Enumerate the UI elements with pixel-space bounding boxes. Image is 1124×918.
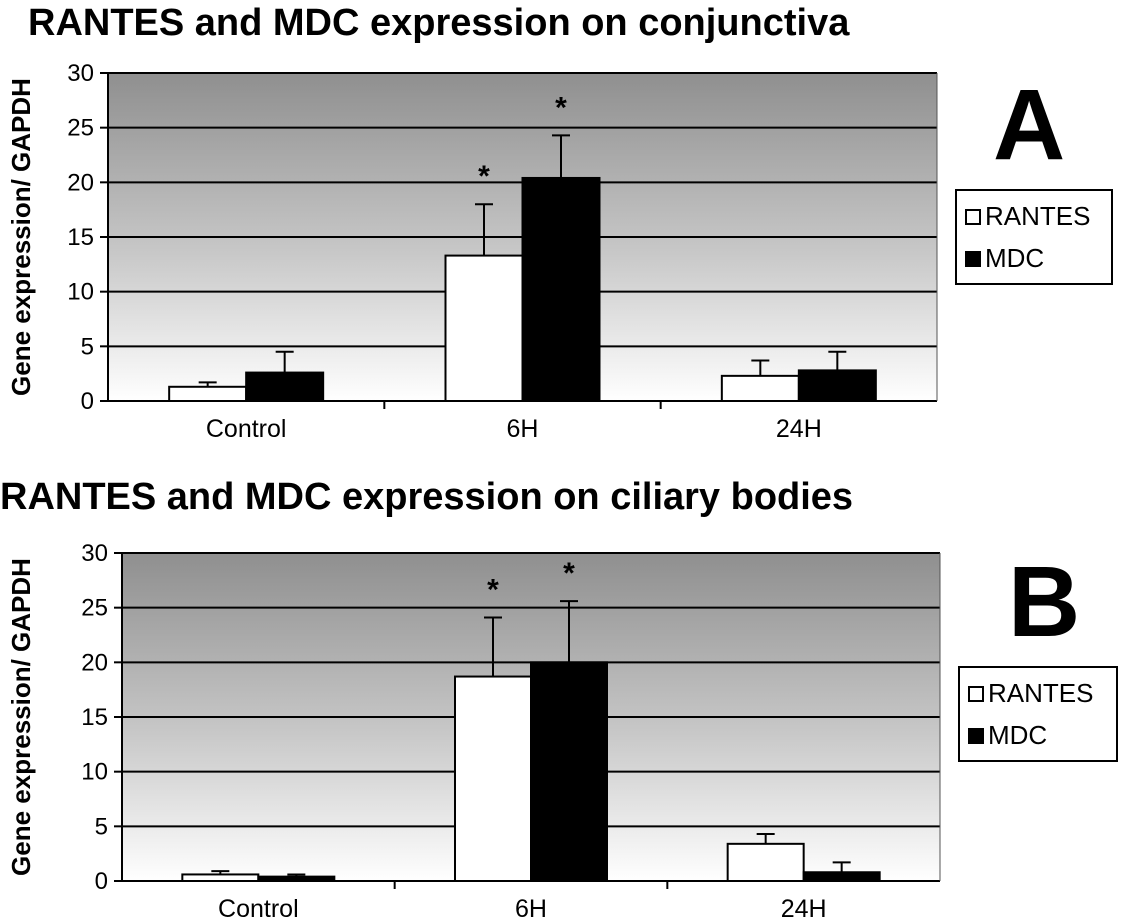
chart-title-a: RANTES and MDC expression on conjunctiva	[28, 2, 850, 44]
x-tick-label-b: 24H	[781, 895, 827, 918]
panel-label-a: A	[993, 69, 1066, 181]
y-tick-label-a: 5	[81, 333, 94, 360]
bar-rantes-24h-b	[726, 842, 805, 882]
significance-mark-b: *	[563, 557, 575, 590]
panel-a: RANTES and MDC expression on conjunctiva…	[6, 2, 1113, 443]
legend-item-rantes-b: RANTES	[968, 678, 1093, 709]
y-tick-label-b: 30	[81, 540, 108, 567]
legend-swatch-rantes-a	[965, 208, 981, 225]
y-tick-label-a: 15	[67, 224, 94, 251]
legend-item-rantes-a: RANTES	[965, 201, 1090, 232]
bar-mdc-24h-b	[802, 871, 881, 882]
y-tick-label-a: 30	[67, 60, 94, 87]
legend-label-mdc-a: MDC	[985, 243, 1045, 273]
y-tick-label-a: 20	[67, 169, 94, 196]
legend-a: RANTES MDC	[955, 189, 1113, 285]
legend-item-mdc-a: MDC	[965, 243, 1044, 274]
bar-rantes-control-b	[181, 873, 260, 883]
y-tick-label-a: 10	[67, 279, 94, 306]
panel-b: RANTES and MDC expression on ciliary bod…	[0, 470, 1124, 918]
significance-mark-a: *	[478, 160, 490, 193]
legend-swatch-mdc-b	[968, 727, 984, 744]
x-tick-label-a: 6H	[507, 415, 539, 443]
bar-mdc-6h-b	[530, 661, 608, 882]
panel-label-b: B	[1008, 546, 1081, 658]
y-axis-label-a: Gene expression/ GAPDH	[6, 78, 36, 396]
bar-rantes-6h-b	[454, 675, 532, 882]
chart-b: 0 5 10 15 20 25 30 Gene expression/ GAPDH Contro…	[6, 540, 941, 918]
bar-rantes-control-a	[168, 385, 248, 402]
chart-a: 0 5 10 15 20 25 30 Gene expression/ GAPDH Contro…	[6, 60, 938, 443]
y-tick-label-b: 10	[81, 759, 108, 786]
y-axis-label-b: Gene expression/ GAPDH	[6, 558, 36, 876]
x-tick-label-b: Control	[218, 895, 299, 918]
bar-mdc-6h-a	[521, 176, 601, 402]
bar-mdc-control-a	[245, 371, 325, 402]
x-tick-label-b: 6H	[515, 895, 547, 918]
legend-item-mdc-b: MDC	[968, 720, 1047, 751]
legend-label-rantes-b: RANTES	[988, 678, 1094, 708]
y-tick-label-a: 25	[67, 115, 94, 142]
bar-mdc-control-b	[257, 875, 336, 883]
legend-swatch-rantes-b	[968, 685, 984, 702]
y-tick-label-b: 5	[95, 813, 108, 840]
legend-label-rantes-a: RANTES	[985, 201, 1091, 231]
significance-mark-b: *	[487, 574, 499, 607]
y-tick-label-b: 15	[81, 704, 108, 731]
legend-swatch-mdc-a	[965, 250, 981, 267]
bar-rantes-24h-a	[720, 374, 800, 402]
bar-rantes-6h-a	[444, 254, 524, 402]
legend-label-mdc-b: MDC	[988, 720, 1048, 750]
significance-mark-a: *	[555, 91, 567, 124]
bar-mdc-24h-a	[797, 369, 877, 402]
y-tick-label-b: 0	[95, 868, 108, 895]
chart-title-b: RANTES and MDC expression on ciliary bod…	[0, 476, 854, 518]
x-tick-label-a: 24H	[776, 415, 822, 443]
legend-b: RANTES MDC	[958, 666, 1118, 762]
y-tick-label-b: 20	[81, 649, 108, 676]
x-tick-label-a: Control	[206, 415, 287, 443]
y-tick-label-a: 0	[81, 388, 94, 415]
y-tick-label-b: 25	[81, 595, 108, 622]
